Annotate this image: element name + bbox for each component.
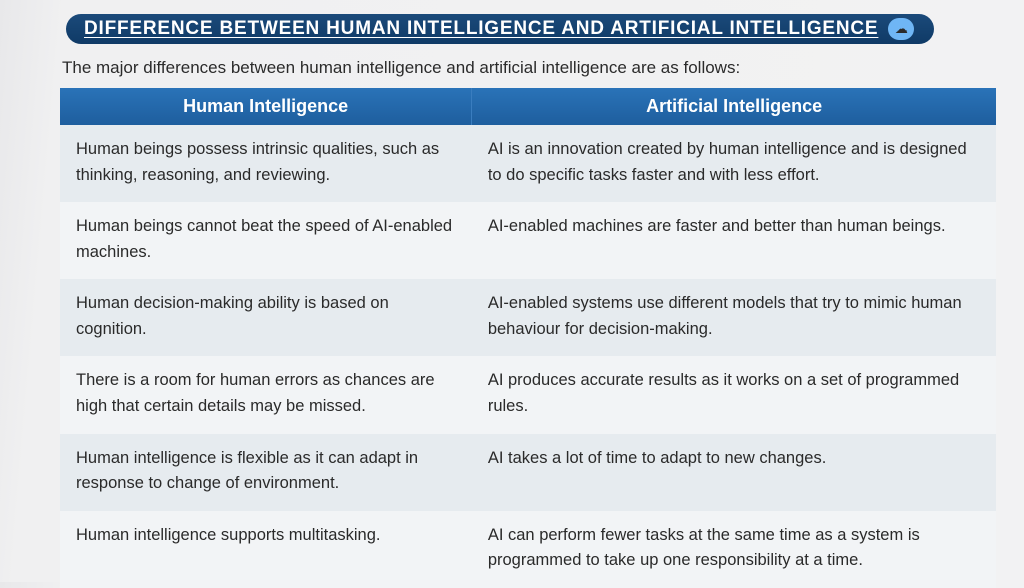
table-row: Human intelligence is flexible as it can…	[60, 434, 996, 511]
col-header-human: Human Intelligence	[60, 88, 472, 125]
comparison-table: Human Intelligence Artificial Intelligen…	[60, 88, 996, 588]
cell-human: Human decision-making ability is based o…	[60, 279, 472, 356]
cell-ai: AI-enabled systems use different models …	[472, 279, 996, 356]
cloud-icon: ☁	[888, 18, 914, 40]
cell-ai: AI produces accurate results as it works…	[472, 356, 996, 433]
table-header-row: Human Intelligence Artificial Intelligen…	[60, 88, 996, 125]
col-header-ai: Artificial Intelligence	[472, 88, 996, 125]
section-title: DIFFERENCE BETWEEN HUMAN INTELLIGENCE AN…	[84, 18, 878, 40]
intro-text: The major differences between human inte…	[62, 58, 996, 78]
table-row: Human decision-making ability is based o…	[60, 279, 996, 356]
table-row: There is a room for human errors as chan…	[60, 356, 996, 433]
cell-ai: AI takes a lot of time to adapt to new c…	[472, 434, 996, 511]
cell-ai: AI is an innovation created by human int…	[472, 125, 996, 202]
cell-ai: AI can perform fewer tasks at the same t…	[472, 511, 996, 588]
cell-human: Human beings possess intrinsic qualities…	[60, 125, 472, 202]
cell-human: Human intelligence supports multitasking…	[60, 511, 472, 588]
cell-human: Human beings cannot beat the speed of AI…	[60, 202, 472, 279]
section-title-banner: DIFFERENCE BETWEEN HUMAN INTELLIGENCE AN…	[66, 14, 934, 44]
cell-ai: AI-enabled machines are faster and bette…	[472, 202, 996, 279]
table-row: Human intelligence supports multitasking…	[60, 511, 996, 588]
cell-human: There is a room for human errors as chan…	[60, 356, 472, 433]
cell-human: Human intelligence is flexible as it can…	[60, 434, 472, 511]
table-row: Human beings possess intrinsic qualities…	[60, 125, 996, 202]
table-row: Human beings cannot beat the speed of AI…	[60, 202, 996, 279]
